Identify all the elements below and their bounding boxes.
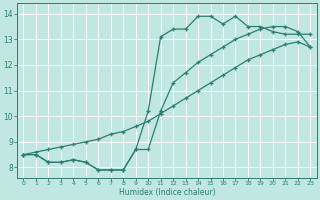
X-axis label: Humidex (Indice chaleur): Humidex (Indice chaleur) xyxy=(119,188,215,197)
